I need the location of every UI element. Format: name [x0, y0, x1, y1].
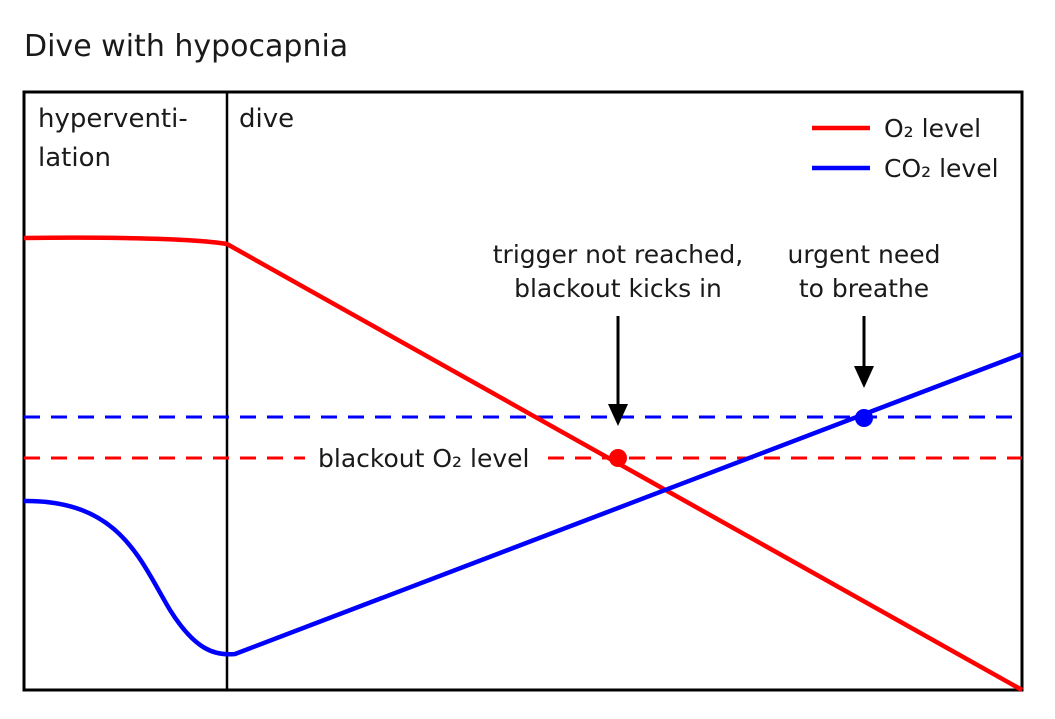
- urgent-annotation-line1: urgent need: [787, 240, 940, 269]
- down-arrow-icon: [854, 316, 874, 388]
- blackout-annotation-line2: blackout kicks in: [514, 274, 722, 303]
- down-arrow-icon: [608, 316, 628, 426]
- phase-label-hyperventilation-line1: hyperventi-: [38, 104, 188, 134]
- blackout-point-marker: [609, 449, 627, 467]
- urgent-breath-point-marker: [855, 409, 873, 427]
- legend-o2-label: O₂ level: [884, 114, 981, 143]
- blackout-annotation-line1: trigger not reached,: [493, 240, 743, 269]
- phase-label-hyperventilation-line2: lation: [38, 143, 111, 173]
- blackout-level-label: blackout O₂ level: [318, 444, 529, 473]
- legend-co2-label: CO₂ level: [884, 154, 999, 183]
- diagram-title: Dive with hypocapnia: [24, 29, 348, 64]
- phase-label-dive: dive: [239, 104, 294, 134]
- legend: O₂ level CO₂ level: [812, 114, 999, 183]
- plot-frame: [22, 90, 1024, 692]
- urgent-annotation-line2: to breathe: [799, 274, 929, 303]
- o2-level-curve: [23, 235, 1024, 692]
- co2-level-curve: [23, 351, 1023, 657]
